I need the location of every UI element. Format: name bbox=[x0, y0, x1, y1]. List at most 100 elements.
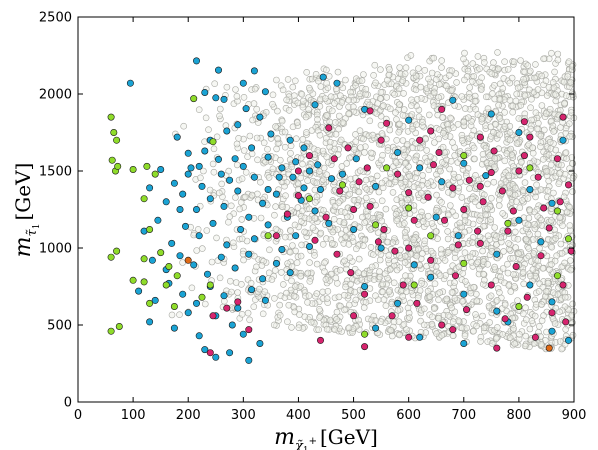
background-point bbox=[316, 168, 323, 175]
background-point bbox=[392, 210, 400, 218]
background-point bbox=[435, 314, 443, 322]
background-point bbox=[294, 186, 302, 193]
background-point bbox=[466, 94, 473, 101]
y-tick-label: 2000 bbox=[39, 88, 72, 103]
background-point bbox=[199, 245, 206, 252]
background-point bbox=[565, 58, 573, 66]
background-point bbox=[505, 240, 512, 247]
background-point bbox=[569, 300, 577, 308]
background-point bbox=[346, 254, 354, 262]
cyan-point bbox=[350, 226, 358, 234]
background-point bbox=[529, 144, 536, 151]
background-point bbox=[496, 115, 504, 122]
background-point bbox=[480, 59, 488, 66]
background-point bbox=[569, 188, 576, 195]
background-point bbox=[393, 116, 400, 123]
background-point bbox=[362, 194, 370, 202]
background-point bbox=[418, 279, 425, 287]
background-point bbox=[556, 214, 564, 221]
background-point bbox=[550, 84, 558, 91]
background-point bbox=[569, 91, 577, 98]
background-point bbox=[459, 137, 466, 144]
background-point bbox=[495, 202, 503, 209]
background-point bbox=[527, 104, 534, 111]
background-point bbox=[279, 203, 286, 211]
green-point bbox=[338, 181, 346, 189]
cyan-point bbox=[248, 144, 256, 152]
background-point bbox=[435, 81, 443, 88]
magenta-point bbox=[567, 247, 575, 255]
background-point bbox=[556, 338, 564, 345]
background-point bbox=[412, 121, 420, 128]
background-point bbox=[445, 189, 452, 196]
background-point bbox=[168, 311, 176, 319]
background-point bbox=[534, 257, 542, 265]
cyan-point bbox=[548, 199, 556, 207]
background-point bbox=[533, 125, 541, 133]
cyan-point bbox=[204, 270, 212, 278]
background-point bbox=[355, 316, 362, 324]
background-point bbox=[462, 278, 469, 285]
background-point bbox=[562, 92, 570, 99]
magenta-point bbox=[520, 152, 528, 160]
cyan-point bbox=[146, 184, 154, 192]
background-point bbox=[458, 194, 466, 201]
background-point bbox=[448, 244, 456, 251]
background-point bbox=[509, 102, 517, 110]
background-point bbox=[506, 189, 513, 197]
magenta-point bbox=[361, 343, 369, 351]
background-point bbox=[323, 171, 331, 178]
background-point bbox=[441, 257, 449, 264]
background-point bbox=[265, 174, 273, 181]
y-tick-label: 0 bbox=[64, 396, 72, 411]
background-point bbox=[487, 194, 495, 202]
cyan-point bbox=[311, 101, 319, 109]
background-point bbox=[564, 73, 572, 80]
background-point bbox=[306, 259, 313, 266]
background-point bbox=[447, 114, 454, 122]
cyan-point bbox=[548, 327, 556, 335]
background-point bbox=[253, 105, 261, 113]
background-point bbox=[470, 144, 478, 152]
background-point bbox=[335, 293, 343, 301]
background-point bbox=[460, 118, 468, 126]
cyan-point bbox=[526, 281, 534, 289]
background-point bbox=[517, 57, 524, 64]
magenta-point bbox=[344, 144, 352, 152]
green-point bbox=[165, 262, 173, 270]
magenta-point bbox=[438, 105, 446, 113]
cyan-point bbox=[195, 332, 203, 340]
background-point bbox=[387, 326, 394, 334]
background-point bbox=[288, 263, 296, 270]
cyan-point bbox=[454, 232, 462, 240]
background-point bbox=[494, 49, 501, 56]
background-point bbox=[393, 137, 401, 144]
cyan-point bbox=[176, 206, 184, 214]
background-point bbox=[294, 180, 302, 188]
background-point bbox=[515, 250, 522, 257]
cyan-point bbox=[234, 121, 242, 129]
background-point bbox=[361, 219, 369, 226]
background-point bbox=[526, 231, 533, 238]
background-point bbox=[401, 210, 409, 217]
background-point bbox=[264, 145, 271, 153]
background-point bbox=[560, 193, 568, 201]
background-point bbox=[248, 191, 256, 199]
background-point bbox=[341, 291, 348, 299]
background-point bbox=[546, 138, 554, 146]
background-point bbox=[438, 199, 445, 206]
background-point bbox=[430, 89, 438, 97]
background-point bbox=[299, 97, 307, 105]
x-tick-label: 0 bbox=[74, 408, 82, 423]
magenta-point bbox=[374, 238, 382, 246]
background-point bbox=[534, 86, 542, 93]
background-point bbox=[392, 109, 399, 116]
cyan-point bbox=[179, 190, 187, 198]
magenta-point bbox=[427, 127, 435, 135]
cyan-point bbox=[432, 213, 440, 221]
background-point bbox=[417, 189, 425, 197]
green-point bbox=[372, 221, 380, 229]
background-point bbox=[279, 86, 287, 94]
x-tick-label: 300 bbox=[231, 408, 256, 423]
cyan-point bbox=[209, 219, 217, 227]
